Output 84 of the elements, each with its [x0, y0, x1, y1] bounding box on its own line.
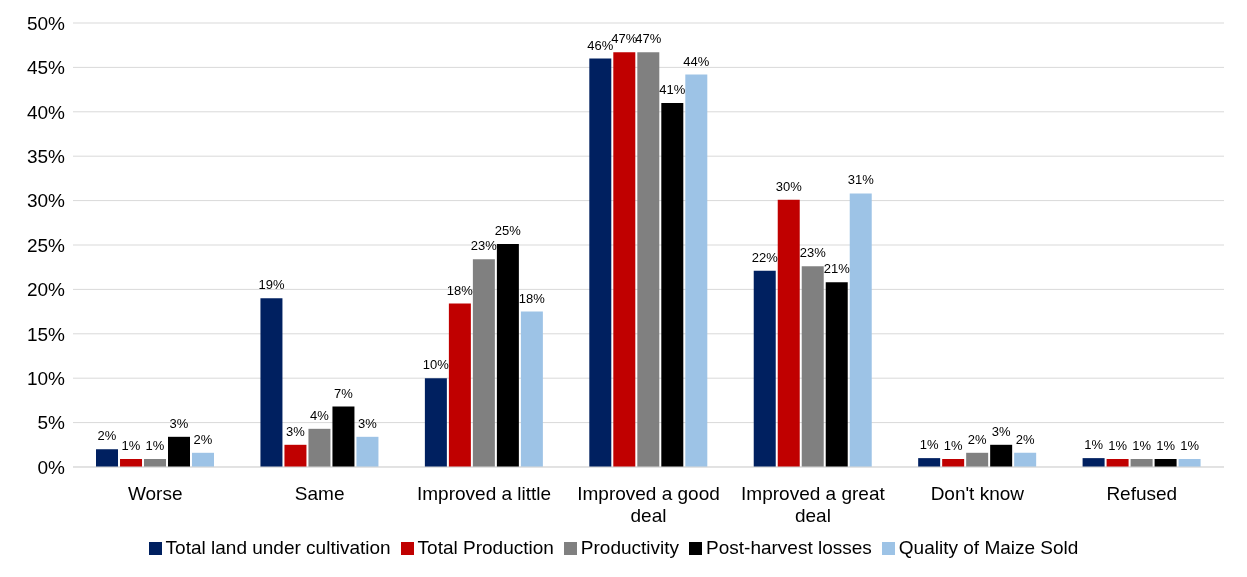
bar — [589, 58, 612, 467]
bar — [260, 298, 283, 467]
x-tick-label: Same — [294, 483, 345, 505]
data-label: 4% — [310, 407, 330, 423]
data-label: 1% — [145, 438, 165, 454]
data-label: 22% — [751, 249, 779, 265]
data-label: 25% — [494, 223, 522, 239]
legend-label: Productivity — [580, 537, 680, 558]
bar — [918, 458, 941, 467]
data-label: 3% — [286, 423, 306, 439]
data-label: 47% — [635, 31, 662, 47]
bar — [1014, 452, 1037, 467]
data-label: 21% — [823, 261, 851, 277]
data-label: 2% — [967, 431, 987, 447]
data-label: 1% — [1132, 438, 1152, 454]
bar — [849, 193, 872, 467]
x-tick-label: Improved a great deal — [741, 483, 886, 526]
bar — [637, 52, 660, 467]
bar — [520, 311, 543, 467]
data-label: 1% — [1156, 438, 1176, 454]
bar — [496, 244, 519, 467]
y-tick-label: 25% — [26, 234, 66, 256]
data-label: 18% — [446, 282, 474, 298]
legend-label: Total Production — [417, 537, 554, 558]
data-label: 23% — [799, 245, 827, 261]
y-tick-label: 35% — [26, 145, 66, 167]
data-label: 2% — [97, 428, 117, 444]
y-tick-label: 10% — [26, 367, 66, 389]
bar — [661, 102, 684, 467]
x-tick-label: Refused — [1106, 483, 1178, 505]
y-tick-label: 40% — [26, 101, 66, 123]
bar — [472, 259, 495, 467]
data-label: 1% — [121, 438, 141, 454]
data-label: 18% — [518, 290, 546, 306]
y-tick-label: 5% — [37, 412, 66, 434]
y-tick-label: 20% — [26, 279, 66, 301]
data-label: 7% — [334, 385, 354, 401]
y-tick-label: 30% — [26, 190, 66, 212]
bar — [96, 449, 119, 467]
data-label: 2% — [193, 431, 213, 447]
data-label: 1% — [1084, 437, 1104, 453]
bar — [168, 436, 191, 467]
data-label: 1% — [1180, 438, 1200, 454]
legend-label: Total land under cultivation — [165, 537, 391, 558]
data-label: 19% — [258, 277, 285, 293]
bar — [613, 52, 636, 467]
x-tick-label: Improved a little — [417, 483, 552, 505]
x-tick-label: Improved a good deal — [577, 483, 720, 526]
data-label: 41% — [659, 81, 686, 97]
bar — [284, 444, 307, 467]
bar — [1082, 458, 1105, 467]
data-label: 3% — [169, 415, 189, 431]
bar — [448, 303, 471, 467]
legend-label: Quality of Maize Sold — [898, 537, 1079, 558]
bar — [356, 436, 379, 467]
legend-label: Post-harvest losses — [706, 537, 872, 558]
data-label: 2% — [1015, 431, 1035, 447]
data-label: 1% — [919, 437, 939, 453]
bar — [801, 266, 824, 467]
bar — [192, 452, 215, 467]
y-tick-label: 50% — [26, 12, 66, 34]
y-tick-label: 15% — [26, 323, 66, 345]
bar — [966, 452, 989, 467]
data-label: 3% — [991, 423, 1011, 439]
bar — [990, 444, 1013, 467]
bar — [825, 282, 848, 467]
data-label: 31% — [847, 172, 875, 188]
data-label: 23% — [470, 238, 498, 254]
y-tick-label: 45% — [26, 57, 66, 79]
data-label: 10% — [422, 357, 450, 373]
bar — [753, 270, 776, 467]
bar — [332, 406, 355, 467]
bar — [308, 428, 331, 467]
data-label: 44% — [683, 53, 710, 69]
data-label: 30% — [775, 178, 803, 194]
data-label: 1% — [943, 438, 963, 454]
x-tick-label: Worse — [127, 483, 183, 505]
bar — [424, 378, 447, 467]
y-tick-label: 0% — [37, 456, 66, 478]
x-tick-label: Don't know — [930, 483, 1025, 505]
bar — [685, 74, 708, 467]
bar — [777, 199, 800, 467]
data-label: 3% — [358, 415, 378, 431]
data-label: 1% — [1108, 438, 1128, 454]
